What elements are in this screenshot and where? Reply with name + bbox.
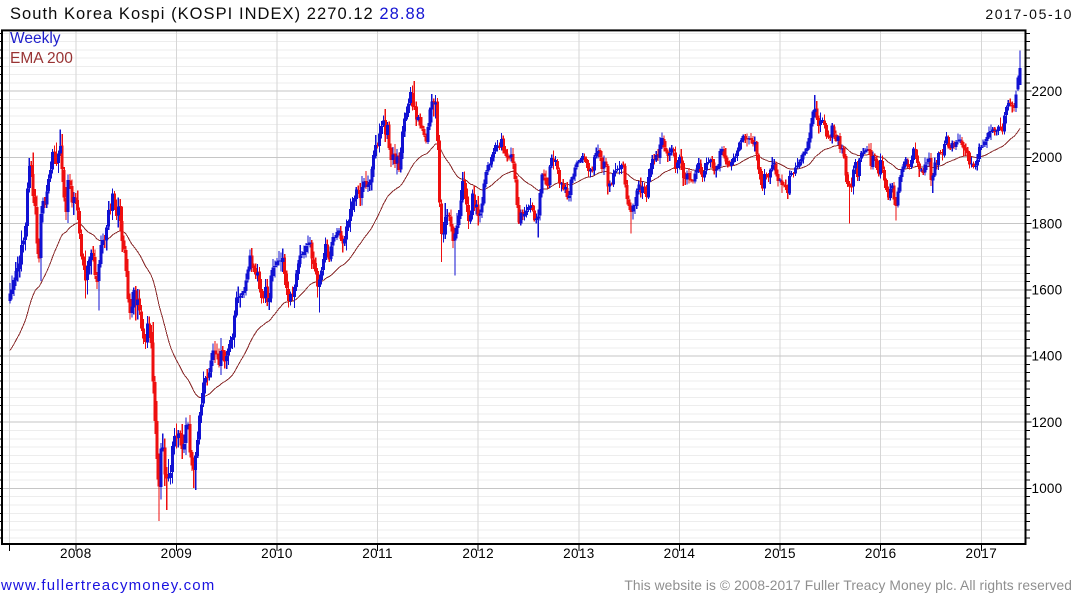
svg-text:2200: 2200 <box>1032 84 1063 99</box>
svg-text:2014: 2014 <box>664 546 696 561</box>
svg-text:1600: 1600 <box>1032 283 1063 298</box>
svg-text:2013: 2013 <box>563 546 595 561</box>
svg-text:2015: 2015 <box>764 546 796 561</box>
svg-text:2012: 2012 <box>462 546 494 561</box>
svg-text:1800: 1800 <box>1032 216 1063 231</box>
svg-text:2008: 2008 <box>60 546 92 561</box>
svg-text:2010: 2010 <box>261 546 293 561</box>
svg-text:1400: 1400 <box>1032 349 1063 364</box>
svg-text:2017: 2017 <box>965 546 997 561</box>
svg-text:2000: 2000 <box>1032 150 1063 165</box>
svg-text:2011: 2011 <box>362 546 393 561</box>
svg-text:2016: 2016 <box>865 546 897 561</box>
svg-text:1200: 1200 <box>1032 415 1063 430</box>
svg-text:2009: 2009 <box>161 546 193 561</box>
svg-text:1000: 1000 <box>1032 481 1063 496</box>
